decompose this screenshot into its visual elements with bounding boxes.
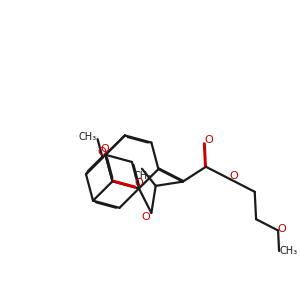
Text: O: O bbox=[278, 224, 286, 233]
Text: O: O bbox=[97, 147, 106, 157]
Text: CH₃: CH₃ bbox=[280, 246, 298, 256]
Text: O: O bbox=[134, 178, 143, 188]
Text: CH₃: CH₃ bbox=[79, 132, 97, 142]
Text: O: O bbox=[141, 212, 150, 222]
Text: O: O bbox=[204, 134, 213, 145]
Text: O: O bbox=[100, 144, 109, 154]
Text: CH₃: CH₃ bbox=[134, 171, 152, 181]
Text: O: O bbox=[230, 171, 239, 181]
